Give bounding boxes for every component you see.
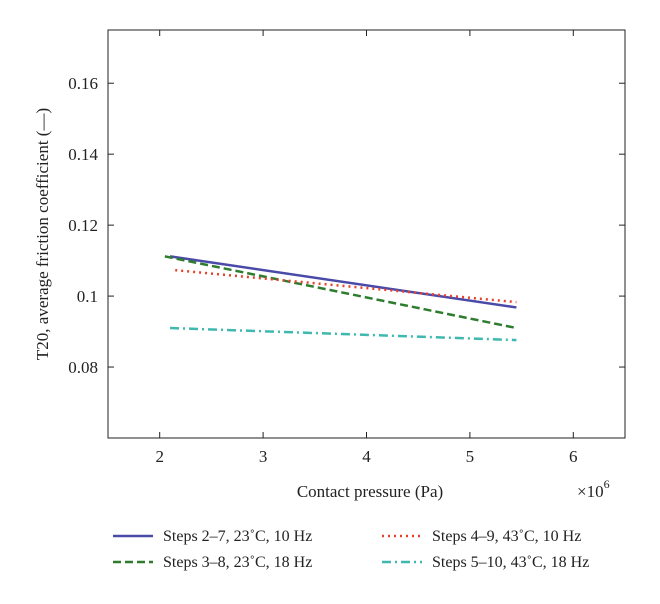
plot-area <box>107 29 626 439</box>
x-axis-multiplier: ×106 <box>577 477 610 501</box>
y-tick-label: 0.1 <box>77 287 98 306</box>
series-line <box>164 255 517 330</box>
x-tick-label: 2 <box>155 447 164 466</box>
legend-label: Steps 4–9, 43˚C, 10 Hz <box>432 528 581 545</box>
legend-label: Steps 3–8, 23˚C, 18 Hz <box>163 554 312 571</box>
series-line <box>175 268 517 304</box>
legend-label: Steps 5–10, 43˚C, 18 Hz <box>432 554 589 571</box>
x-tick-label: 4 <box>362 447 371 466</box>
series-layer <box>164 255 517 342</box>
x-tick-label: 6 <box>569 447 578 466</box>
y-tick-label: 0.08 <box>68 358 98 377</box>
x-tick-label: 5 <box>466 447 475 466</box>
y-tick-label: 0.14 <box>68 145 98 164</box>
x-axis-label: Contact pressure (Pa) <box>297 482 443 501</box>
ticks-layer: 2 3 4 5 6 0.08 0.1 0.12 0.14 0.16 <box>68 30 625 466</box>
legend-label: Steps 2–7, 23˚C, 10 Hz <box>163 528 312 545</box>
y-tick-label: 0.12 <box>68 216 98 235</box>
series-line <box>169 255 517 309</box>
y-axis-label: T20, average friction coefficient (—) <box>33 108 52 360</box>
y-tick-label: 0.16 <box>68 74 98 93</box>
x-axis-multiplier-base: ×10 <box>577 482 604 501</box>
x-axis-multiplier-exponent: 6 <box>604 477 610 491</box>
x-tick-label: 3 <box>259 447 268 466</box>
series-line <box>169 326 517 342</box>
legend: Steps 2–7, 23˚C, 10 Hz Steps 3–8, 23˚C, 1… <box>113 528 589 571</box>
